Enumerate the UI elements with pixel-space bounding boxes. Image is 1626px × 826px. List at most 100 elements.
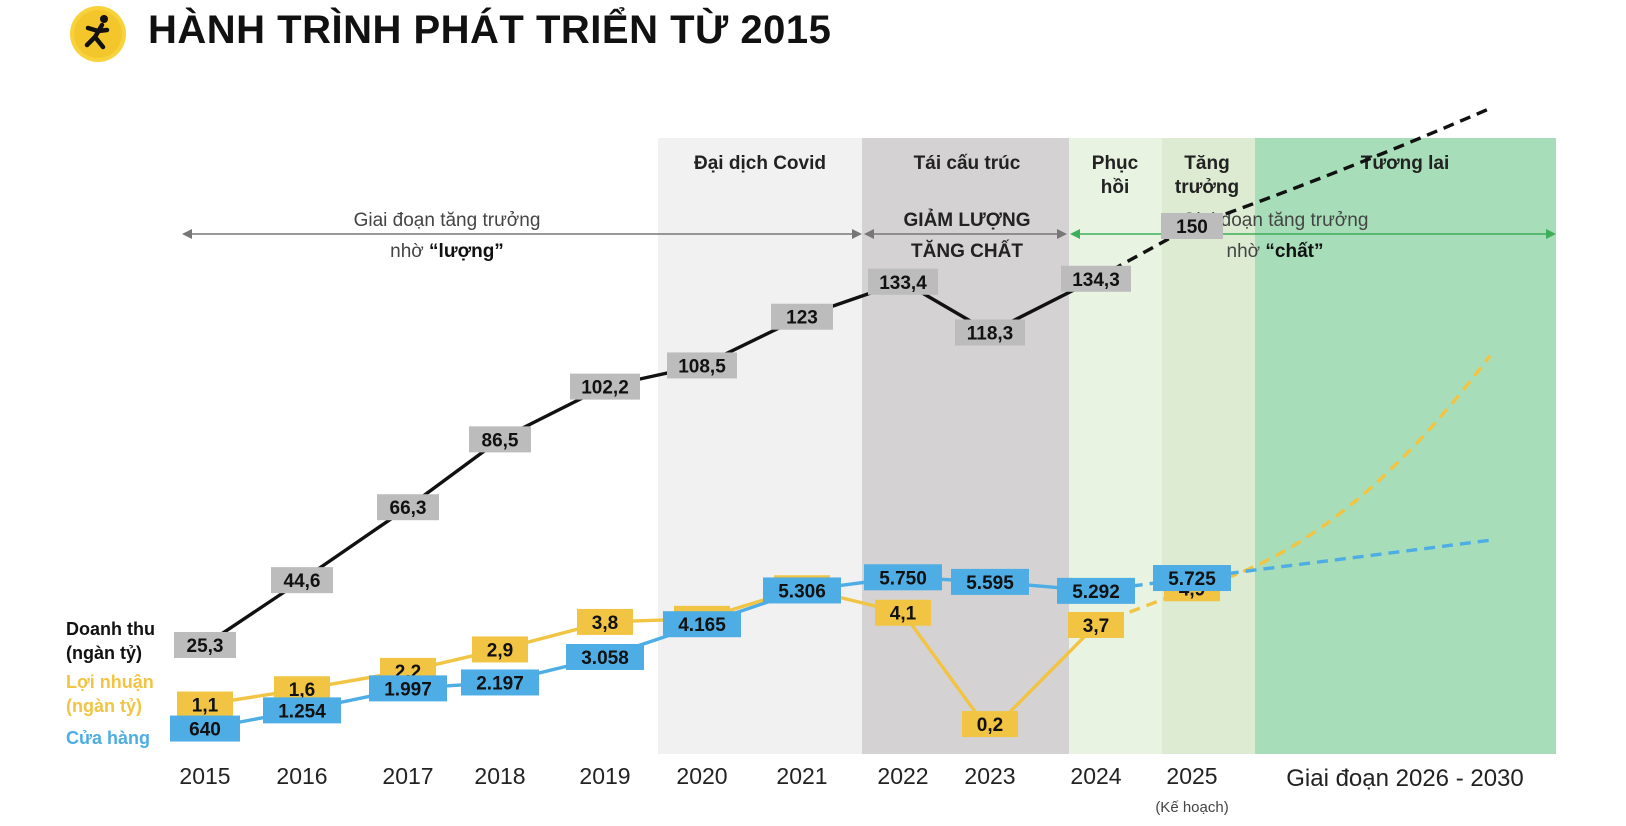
data-label-text: 2,9 (487, 640, 513, 661)
x-tick-2018: 2018 (474, 763, 525, 789)
legend-profit: Lợi nhuận (66, 672, 154, 692)
data-label-revenue-2024: 134,3 (1061, 265, 1131, 292)
data-label-revenue-2018: 86,5 (469, 426, 531, 453)
data-label-text: 1.997 (384, 679, 432, 700)
running-person-icon (70, 6, 126, 62)
data-label-text: 118,3 (967, 324, 1014, 345)
x-tick-2016: 2016 (276, 763, 327, 789)
annotation-restructure-line2: TĂNG CHẤT (911, 240, 1023, 262)
series-line-revenue (204, 277, 1097, 647)
data-label-text: 108,5 (678, 356, 726, 377)
x-tick-2015: 2015 (179, 763, 230, 789)
data-label-text: 134,3 (1072, 270, 1120, 291)
x-tick-2017: 2017 (382, 763, 433, 789)
legend-revenue: (ngàn tỷ) (66, 643, 142, 663)
phase-label-recovery: Phục (1092, 153, 1139, 174)
annotation-quantity-line1: Giai đoạn tăng trưởng (354, 210, 541, 231)
data-label-revenue-2021: 123 (771, 303, 833, 330)
phase-label-growth: trưởng (1175, 177, 1239, 198)
data-label-stores-2017: 1.997 (369, 675, 447, 702)
data-label-text: 4,1 (890, 604, 917, 625)
data-label-revenue-2025: 150 (1161, 213, 1223, 239)
series-line-profit (204, 586, 1098, 734)
arrow-growth-quality (1070, 229, 1556, 239)
phase-band-future (1255, 138, 1556, 754)
annotation-quantity-line2: nhờ “lượng” (390, 241, 504, 262)
phase-band-covid (658, 138, 862, 754)
data-label-text: 86,5 (482, 430, 519, 451)
data-label-text: 0,2 (977, 715, 1003, 736)
data-label-text: 3,7 (1083, 616, 1109, 637)
x-tick-future: Giai đoạn 2026 - 2030 (1286, 765, 1524, 792)
data-label-stores-2016: 1.254 (263, 697, 341, 724)
data-label-text: 1,1 (192, 696, 219, 717)
data-label-text: 5.292 (1072, 582, 1120, 603)
phase-band-restructure (862, 138, 1069, 754)
data-label-revenue-2017: 66,3 (377, 494, 439, 521)
series-future-profit (1191, 354, 1492, 590)
arrow-growth-quantity (182, 229, 862, 239)
x-tick-2024: 2024 (1070, 763, 1121, 789)
legend-revenue: Doanh thu (66, 619, 155, 639)
data-label-text: 102,2 (581, 378, 629, 399)
data-label-text: 5.750 (879, 568, 927, 589)
data-label-profit-2024: 3,7 (1068, 611, 1124, 638)
data-label-profit-2022: 4,1 (875, 599, 931, 626)
series-line-stores (204, 575, 1097, 731)
data-label-text: 2.197 (476, 673, 524, 694)
phase-band-growth (1162, 138, 1255, 754)
data-label-text: 1.254 (278, 701, 326, 722)
data-label-stores-2023: 5.595 (951, 568, 1029, 595)
legend-stores: Cửa hàng (66, 728, 150, 748)
annotation-quality-line1: Giai đoạn tăng trưởng (1182, 210, 1369, 231)
data-label-revenue-2020: 108,5 (667, 352, 737, 379)
data-label-text: 5.306 (778, 581, 826, 602)
data-label-revenue-2015: 25,3 (174, 631, 236, 658)
data-label-text: 150 (1176, 217, 1208, 238)
data-label-text: 123 (786, 308, 818, 329)
data-label-profit-2019: 3,8 (577, 608, 633, 635)
x-tick-2022: 2022 (877, 763, 928, 789)
data-label-stores-2018: 2.197 (461, 669, 539, 696)
phase-label-restructure: Tái cấu trúc (914, 153, 1021, 174)
page-title: HÀNH TRÌNH PHÁT TRIỂN TỪ 2015 (148, 8, 832, 52)
data-label-text: 133,4 (879, 273, 927, 294)
logo (68, 4, 128, 64)
phase-label-future: Tương lai (1361, 153, 1450, 174)
arrow-restructure (864, 229, 1067, 239)
data-label-profit-2023: 0,2 (962, 711, 1018, 738)
data-label-revenue-2016: 44,6 (271, 567, 333, 594)
data-label-text: 5.595 (966, 573, 1014, 594)
data-label-profit-2015: 1,1 (177, 691, 233, 718)
data-label-revenue-2019: 102,2 (570, 373, 640, 400)
x-tick-2025: 2025 (1166, 763, 1217, 789)
data-label-text: 25,3 (187, 636, 224, 657)
data-label-text: 1,6 (289, 680, 315, 701)
data-label-stores-2019: 3.058 (566, 643, 644, 670)
phase-band-recovery (1069, 138, 1162, 754)
data-label-text: 3.058 (581, 648, 629, 669)
data-label-revenue-2023: 118,3 (955, 319, 1025, 346)
series-future-revenue (1191, 106, 1491, 228)
data-label-text: 4.165 (678, 615, 726, 636)
phase-label-growth: Tăng (1184, 153, 1229, 174)
data-label-stores-2024: 5.292 (1057, 577, 1135, 604)
data-label-profit-2018: 2,9 (472, 636, 528, 663)
x-tick-2023: 2023 (964, 763, 1015, 789)
x-tick-2019: 2019 (579, 763, 630, 789)
data-label-text: 44,6 (284, 571, 321, 592)
phase-label-covid: Đại dịch Covid (694, 153, 826, 174)
data-label-revenue-2022: 133,4 (868, 268, 938, 295)
x-tick-2020: 2020 (676, 763, 727, 789)
x-tick-2021: 2021 (776, 763, 827, 789)
data-label-text: 5.725 (1168, 569, 1216, 590)
data-label-stores-2021: 5.306 (763, 577, 841, 604)
data-label-text: 640 (189, 720, 221, 741)
x-tick-note: (Kế hoạch) (1155, 799, 1228, 816)
annotation-restructure-line1: GIẢM LƯỢNG (904, 209, 1031, 231)
data-label-text: 66,3 (390, 498, 427, 519)
data-label-stores-2025: 5.725 (1153, 565, 1231, 592)
data-label-stores-2015: 640 (170, 715, 240, 742)
data-label-stores-2020: 4.165 (663, 611, 741, 638)
